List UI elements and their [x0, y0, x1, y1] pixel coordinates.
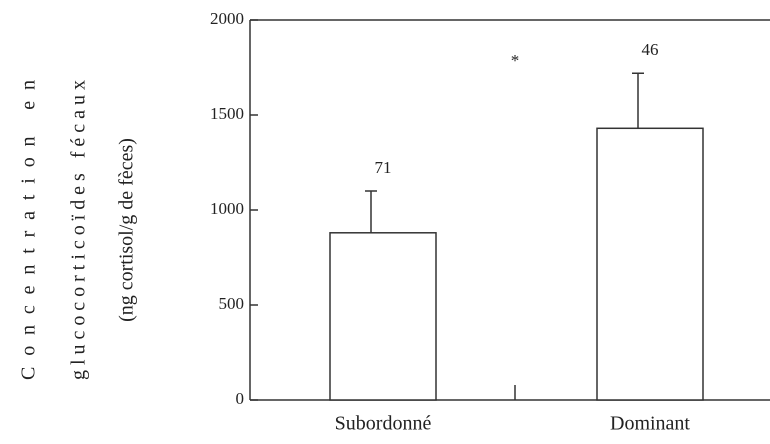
bar-label: 71 — [375, 158, 392, 177]
y-tick-label: 0 — [236, 389, 245, 408]
y-tick-label: 1000 — [210, 199, 244, 218]
y-axis-label: Concentration en — [18, 80, 40, 380]
bar — [596, 127, 704, 401]
y-axis-label: (ng cortisol/g de fèces) — [116, 138, 138, 322]
error-bar — [365, 190, 377, 233]
y-tick-label: 2000 — [210, 9, 244, 28]
error-bar — [632, 72, 644, 129]
y-tick-label: 500 — [219, 294, 245, 313]
bar-label: 46 — [642, 40, 659, 59]
y-axis-label: glucocorticoïdes fécaux — [68, 80, 90, 380]
x-tick-label: Subordonné — [335, 413, 432, 435]
significance-marker: * — [511, 51, 520, 70]
bar — [329, 232, 437, 401]
y-tick-label: 1500 — [210, 104, 244, 123]
x-tick-label: Dominant — [610, 413, 690, 435]
